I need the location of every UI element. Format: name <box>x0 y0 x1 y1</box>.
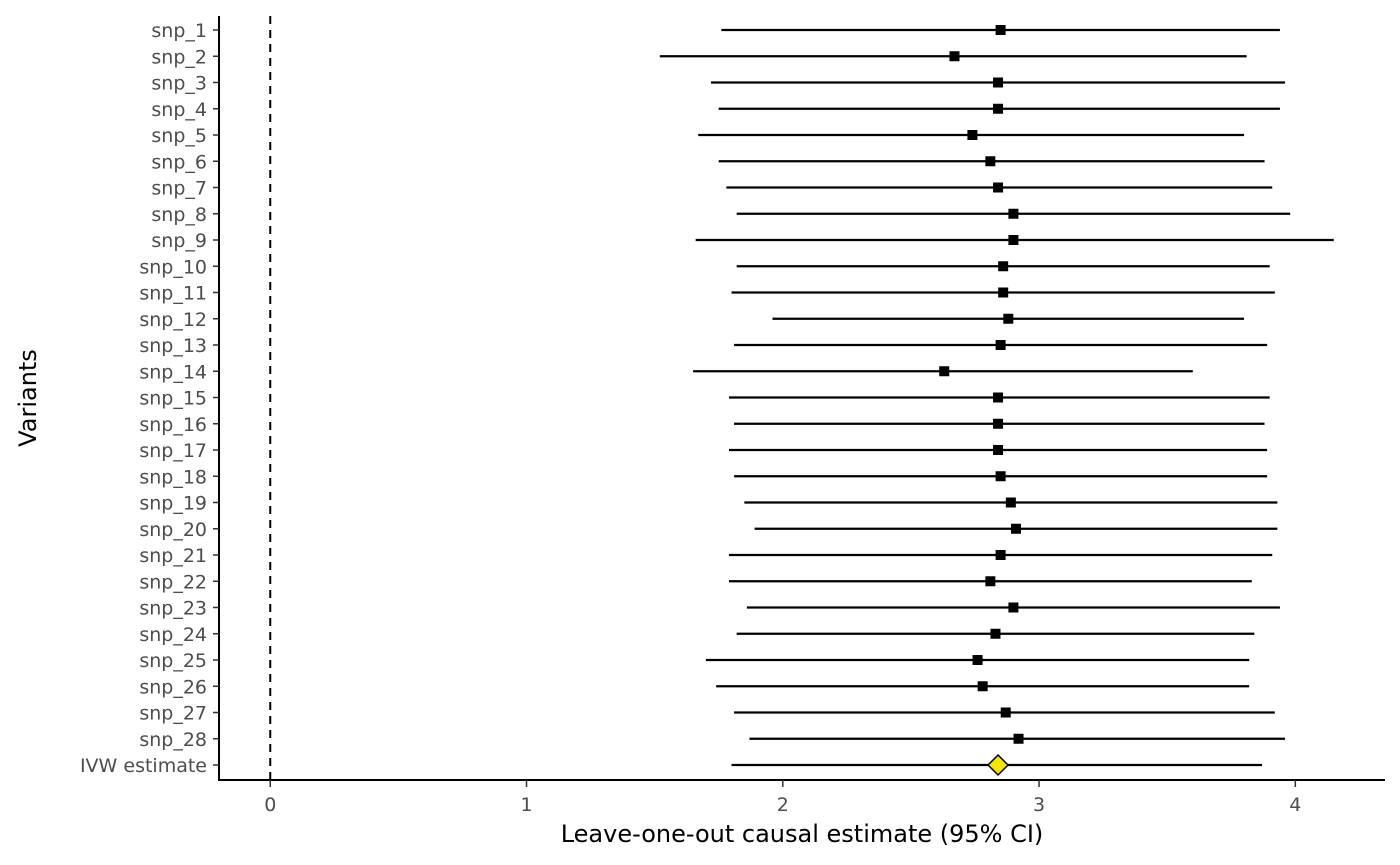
point-estimate <box>1005 497 1016 508</box>
point-estimate <box>1008 602 1019 613</box>
point-estimate <box>972 655 983 665</box>
point-estimate <box>993 445 1004 455</box>
y-tick-label: snp_19 <box>139 493 207 515</box>
point-estimate <box>985 576 996 587</box>
y-tick-label: snp_18 <box>139 466 207 488</box>
point-estimate <box>1003 313 1014 324</box>
y-tick-label: snp_17 <box>139 440 207 462</box>
y-tick-label: snp_15 <box>139 388 207 410</box>
x-tick-label: 3 <box>1033 794 1045 816</box>
x-tick-label: 1 <box>520 794 532 816</box>
x-tick-label: 0 <box>264 794 276 816</box>
point-estimate <box>1010 523 1021 534</box>
x-axis-ticks: 0 1 2 3 4 <box>264 780 1301 816</box>
y-tick-label: IVW estimate <box>80 755 207 777</box>
y-tick-label: snp_20 <box>139 519 207 541</box>
y-tick-label: snp_2 <box>151 46 207 68</box>
y-tick-label: snp_9 <box>151 230 207 252</box>
point-estimate <box>993 103 1004 114</box>
y-tick-label: snp_1 <box>151 20 207 42</box>
y-tick-label: snp_21 <box>139 545 207 567</box>
y-tick-label: snp_28 <box>139 729 207 751</box>
point-estimate <box>1013 733 1024 744</box>
y-tick-label: snp_12 <box>139 309 207 331</box>
point-estimate <box>1008 235 1019 245</box>
point-estimate <box>990 628 1001 639</box>
point-estimate <box>993 182 1004 193</box>
plot-marks <box>269 16 1334 780</box>
y-tick-label: snp_26 <box>139 676 207 698</box>
y-tick-label: snp_3 <box>151 73 207 95</box>
point-estimate <box>998 261 1009 272</box>
y-axis-labels: snp_1 snp_2 snp_3 snp_4 snp_5 snp_6 snp_7 snp_8… <box>80 20 219 777</box>
y-tick-label: snp_10 <box>139 256 207 278</box>
y-tick-label: snp_25 <box>139 650 207 672</box>
point-estimate <box>995 471 1006 482</box>
point-estimate <box>985 156 996 167</box>
x-axis-title: Leave-one-out causal estimate (95% CI) <box>561 820 1044 848</box>
point-estimate <box>1000 707 1011 718</box>
y-tick-label: snp_4 <box>151 99 207 121</box>
point-estimate <box>939 366 950 377</box>
y-tick-label: snp_11 <box>139 283 207 305</box>
x-tick-label: 4 <box>1289 794 1301 816</box>
point-estimate <box>977 681 988 692</box>
x-tick-label: 2 <box>777 794 789 816</box>
point-estimate <box>998 287 1009 298</box>
y-tick-label: snp_27 <box>139 703 207 725</box>
point-estimate <box>993 418 1004 429</box>
y-tick-label: snp_8 <box>151 204 207 226</box>
y-axis-title: Variants <box>14 349 42 447</box>
y-tick-label: snp_6 <box>151 151 207 173</box>
y-tick-label: snp_22 <box>139 571 207 593</box>
y-tick-label: snp_23 <box>139 598 207 620</box>
point-estimate <box>993 392 1004 403</box>
summary-estimate-diamond <box>986 753 1010 777</box>
y-tick-label: snp_5 <box>151 125 207 147</box>
y-tick-label: snp_7 <box>151 178 207 200</box>
point-estimate <box>993 77 1004 88</box>
y-tick-label: snp_16 <box>139 414 207 436</box>
y-tick-label: snp_14 <box>139 361 207 383</box>
y-tick-label: snp_24 <box>139 624 207 646</box>
point-estimate <box>995 340 1006 350</box>
point-estimate <box>949 51 960 62</box>
y-tick-label: snp_13 <box>139 335 207 357</box>
point-estimate <box>1008 208 1019 219</box>
point-estimate <box>995 25 1006 35</box>
point-estimate <box>995 550 1006 560</box>
point-estimate <box>967 130 978 140</box>
